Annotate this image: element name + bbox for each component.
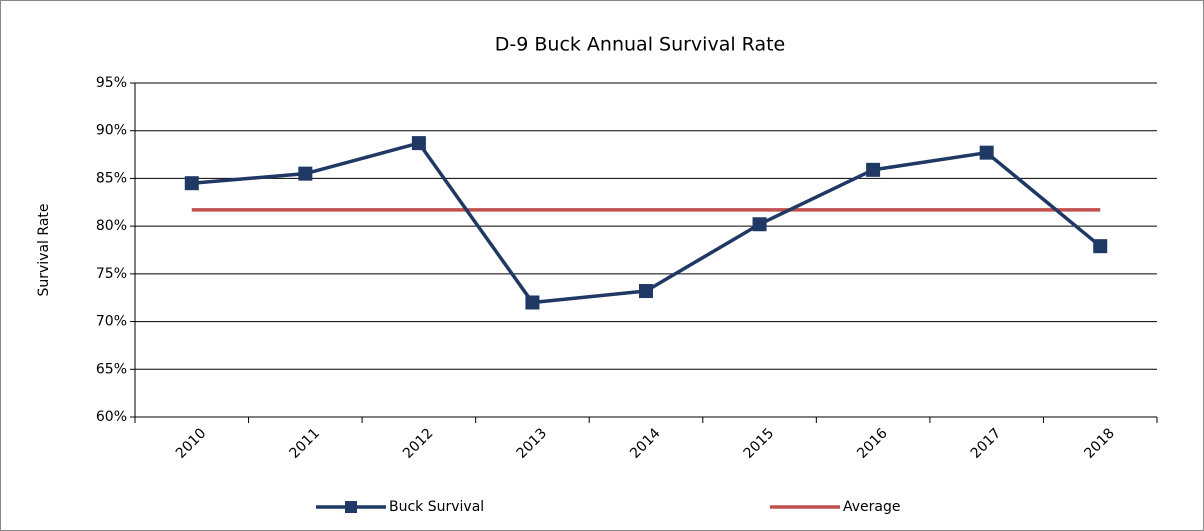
y-tick-label: 90% (96, 123, 127, 139)
legend-label: Average (843, 499, 901, 515)
chart-title: D-9 Buck Annual Survival Rate (495, 34, 785, 56)
data-point (1093, 239, 1108, 254)
data-point (298, 166, 313, 181)
y-tick-label: 80% (96, 218, 127, 234)
y-tick-label: 60% (96, 409, 127, 425)
y-axis-label: Survival Rate (36, 204, 52, 297)
y-tick-label: 70% (96, 314, 127, 330)
y-tick-label: 95% (96, 75, 127, 91)
data-point (411, 136, 426, 151)
data-point (979, 145, 994, 160)
legend-marker (345, 501, 357, 513)
y-tick-label: 85% (96, 170, 127, 186)
data-point (752, 217, 767, 232)
data-point (184, 176, 199, 191)
data-point (866, 162, 881, 177)
legend-label: Buck Survival (389, 499, 484, 515)
data-point (525, 295, 540, 310)
y-tick-label: 65% (96, 361, 127, 377)
data-point (639, 284, 653, 299)
y-tick-label: 75% (96, 266, 127, 282)
